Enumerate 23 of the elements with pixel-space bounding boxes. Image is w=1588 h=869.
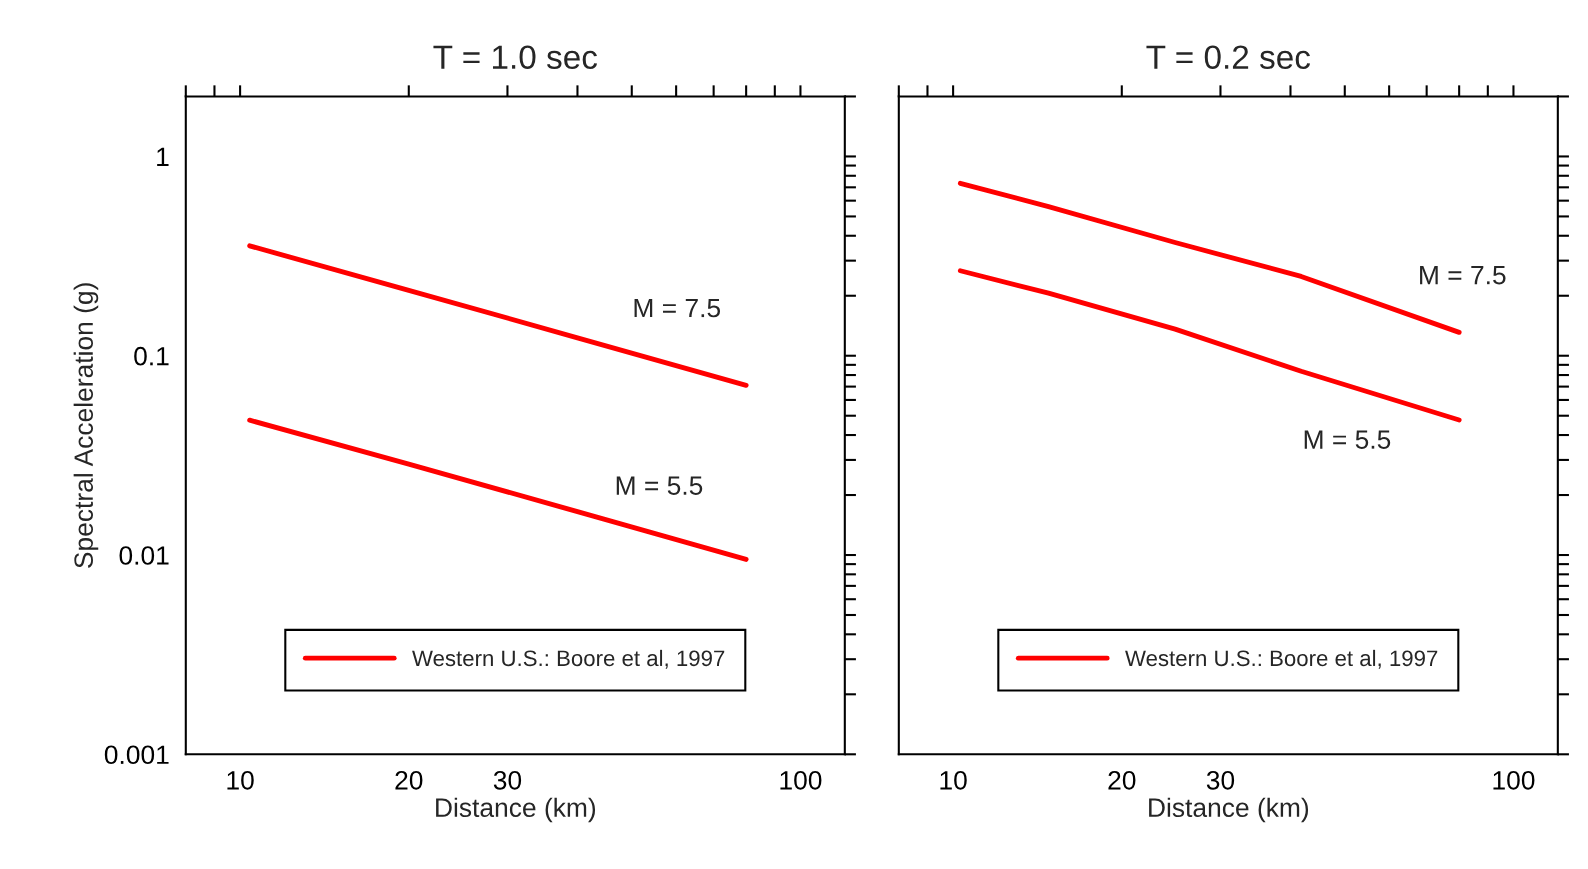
x-axis-title: Distance (km) xyxy=(436,797,596,823)
legend-label: Western U.S.: Boore et al, 1997 xyxy=(412,649,725,669)
x-tick-label: 20 xyxy=(395,770,423,790)
x-tick-label: 10 xyxy=(227,770,254,790)
y-tick-label: 1 xyxy=(157,147,169,167)
y-tick-label: 0.01 xyxy=(119,546,169,565)
x-tick-label: 30 xyxy=(493,770,522,790)
legend-label: Western U.S.: Boore et al, 1997 xyxy=(1125,649,1438,669)
y-axis-title: Spectral Acceleration (g) xyxy=(73,283,99,568)
y-tick-label: 0.1 xyxy=(134,346,169,366)
chart-title: T = 1.0 sec xyxy=(433,45,598,70)
x-axis-title: Distance (km) xyxy=(1149,797,1309,823)
x-tick-label: 100 xyxy=(780,770,822,790)
annotation: M = 5.5 xyxy=(1304,430,1391,449)
annotation: M = 7.5 xyxy=(1420,266,1506,285)
x-tick-label: 10 xyxy=(940,770,967,790)
annotation: M = 5.5 xyxy=(616,476,703,495)
y-tick-label: 0.001 xyxy=(104,745,169,765)
chart-title: T = 0.2 sec xyxy=(1146,45,1311,70)
annotation: M = 7.5 xyxy=(634,298,721,318)
x-tick-label: 30 xyxy=(1206,770,1235,790)
x-tick-label: 20 xyxy=(1108,770,1136,790)
x-tick-label: 100 xyxy=(1493,770,1535,790)
